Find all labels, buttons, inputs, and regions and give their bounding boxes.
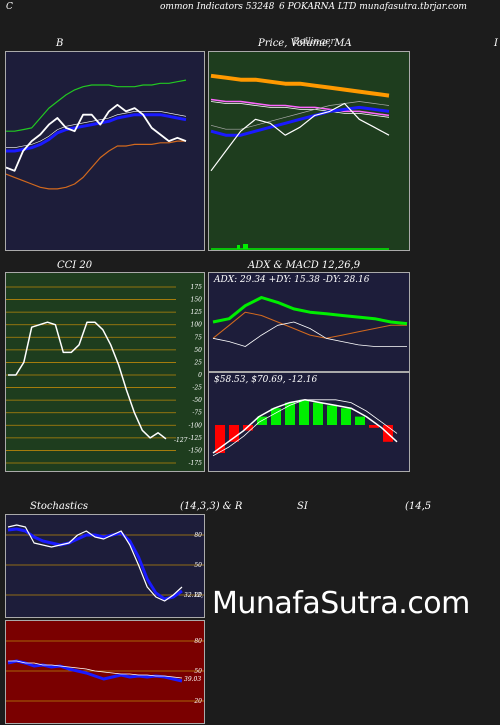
price-ma-grey	[210, 101, 390, 130]
bollinger-title: B	[56, 38, 64, 49]
cci-tick-6: 25	[193, 359, 202, 366]
rsi-params: (14,5	[405, 501, 432, 512]
rsi-tick-2: 20	[193, 698, 202, 705]
stoch-d-line	[7, 527, 183, 601]
macd-bar-1	[229, 425, 239, 442]
cci-tick-3: 100	[191, 322, 203, 329]
adx-plus-di	[212, 321, 407, 347]
macd-signal-line	[212, 399, 398, 457]
macd-bar-4	[271, 408, 281, 425]
boll-lower-band	[6, 140, 186, 190]
boll-upper-band	[6, 79, 187, 132]
price-ma-title: Price, Volume, MA	[258, 38, 352, 49]
rsi-signal-line	[8, 660, 183, 679]
adx-chart	[212, 296, 408, 347]
stoch-last-value: 32.12, 21.05	[184, 592, 204, 599]
cci-line	[8, 321, 167, 440]
rsi-tick-0: 80	[194, 638, 202, 645]
rsi-panel: 80 50 20 39.03	[5, 620, 205, 724]
adx-line	[212, 296, 408, 326]
cci-tick-4: 75	[194, 334, 202, 341]
stoch-tick-0: 80	[194, 532, 202, 539]
header-title-right: 6 POKARNA LTD munafasutra.tbrjar.com	[279, 2, 467, 12]
price-ma-panel	[208, 51, 410, 251]
boll-middle-edge	[6, 111, 187, 148]
macd-bar-11	[369, 425, 379, 428]
stoch-tick-1: 50	[194, 562, 202, 569]
cci-title: CCI 20	[57, 260, 93, 271]
cci-last-value: -127	[174, 437, 188, 444]
cci-chart: 175 150 125 100 75 50 25 0 -25 -50 -75 -100 -125 -150…	[6, 284, 203, 467]
macd-bar-2	[243, 425, 253, 431]
boll-price-line	[6, 103, 187, 172]
price-ma-white	[210, 101, 390, 118]
price-ma-pink	[210, 98, 390, 117]
rsi-title: SI	[297, 501, 308, 512]
cci-tick-13: -150	[189, 447, 203, 454]
cci-tick-0: 175	[191, 284, 203, 291]
stochastics-params: (14,3,3) & R	[180, 501, 243, 512]
stoch-tick-2: 20	[193, 592, 202, 599]
macd-bar-0	[215, 425, 225, 453]
stochastics-title: Stochastics	[30, 501, 88, 512]
cci-tick-8: -25	[192, 385, 202, 392]
macd-panel	[208, 372, 410, 472]
macd-bar-7	[313, 402, 323, 425]
cci-tick-2: 125	[191, 309, 203, 316]
cci-tick-7: 0	[198, 372, 202, 379]
cci-tick-10: -75	[192, 410, 202, 417]
rsi-tick-1: 50	[194, 668, 202, 675]
price-ma-chart	[210, 73, 390, 250]
right-edge-letter: I	[494, 38, 498, 49]
bollinger-panel	[5, 51, 205, 251]
price-close-line	[210, 102, 390, 172]
cci-tick-11: -100	[189, 422, 203, 429]
macd-bar-10	[355, 416, 365, 425]
cci-tick-1: 150	[191, 297, 203, 304]
price-ma-blue	[210, 105, 390, 137]
cci-tick-9: -50	[192, 397, 202, 404]
boll-middle-band	[6, 113, 187, 153]
cci-tick-14: -175	[189, 460, 203, 467]
rsi-last-value: 39.03	[184, 676, 201, 683]
adx-values: ADX: 29.34 +DY: 15.38 -DY: 28.16	[214, 275, 370, 285]
macd-values: $58.53, $70.69, -12.16	[214, 375, 318, 385]
macd-bar-6	[299, 399, 309, 425]
adx-minus-di	[212, 311, 407, 339]
bollinger-chart	[6, 79, 187, 190]
cci-tick-12: -125	[189, 435, 203, 442]
rsi-line	[7, 659, 183, 683]
price-ma-overlay: Bollinger	[293, 37, 335, 47]
macd-bar-8	[327, 405, 337, 425]
cci-panel: 175 150 125 100 75 50 25 0 -25 -50 -75 -100 -125 -150…	[5, 272, 205, 472]
watermark: MunafaSutra.com	[212, 586, 470, 621]
price-ma-long	[210, 73, 390, 98]
macd-bar-9	[341, 408, 351, 425]
macd-chart	[212, 399, 398, 457]
volume-bar-2	[243, 244, 248, 249]
rsi-chart: 80 50 20 39.03	[6, 638, 204, 705]
adx-macd-title: ADX & MACD 12,26,9	[248, 260, 361, 271]
header-title-left: ommon Indicators 53248	[160, 2, 275, 12]
volume-bar-1	[237, 245, 240, 249]
adx-panel	[208, 272, 410, 372]
header-left-letter: C	[6, 2, 13, 12]
cci-tick-5: 50	[194, 347, 202, 354]
stoch-k-line	[7, 524, 183, 602]
macd-bar-5	[285, 402, 295, 425]
